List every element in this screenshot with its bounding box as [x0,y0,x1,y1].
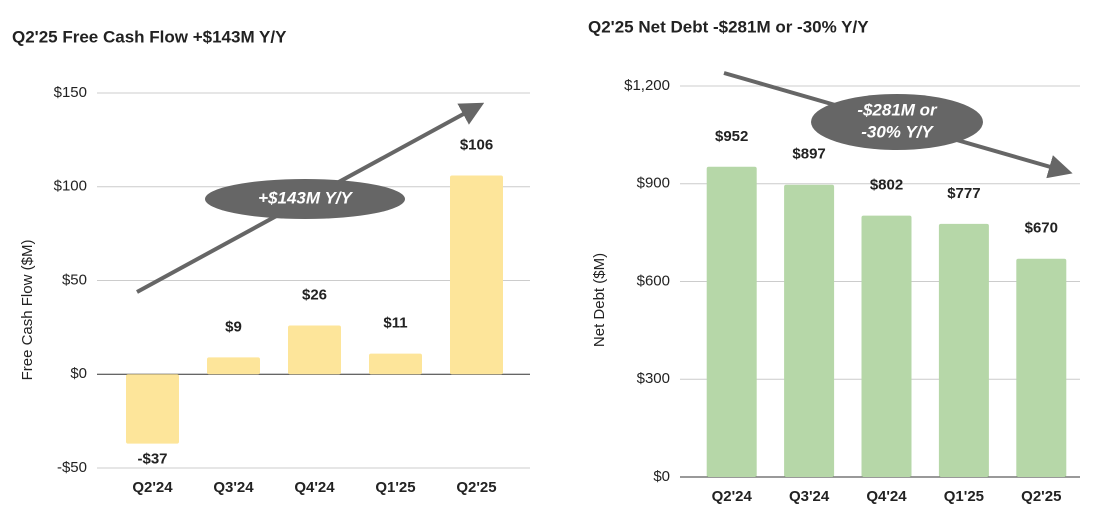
x-tick-label: Q4'24 [294,479,335,496]
annotation-bubble [811,94,983,150]
bar [369,353,422,375]
y-tick-label: $900 [637,175,670,192]
x-tick-label: Q3'24 [789,488,830,505]
y-axis-label: Free Cash Flow ($M) [19,240,36,381]
bar [784,184,835,478]
x-tick-label: Q2'25 [456,479,496,496]
chart-title: Q2'25 Net Debt -$281M or -30% Y/Y [588,17,869,36]
value-label: $9 [225,318,242,335]
bar [706,166,757,477]
bar [126,374,179,444]
y-tick-label: $150 [54,84,87,101]
value-label: $897 [792,146,825,163]
chart-title: Q2'25 Free Cash Flow +$143M Y/Y [12,27,287,46]
bar [450,175,503,375]
bar [207,357,260,375]
x-tick-label: Q1'25 [944,488,984,505]
bar [938,223,989,477]
bar [861,215,912,477]
value-label: $670 [1025,220,1058,237]
x-tick-label: Q2'25 [1021,488,1061,505]
value-label: $11 [383,315,407,332]
x-tick-label: Q2'24 [132,479,173,496]
annotation: -$281M or [857,100,938,119]
value-label: $106 [460,136,493,153]
annotation: -30% Y/Y [861,122,934,141]
value-label: -$37 [137,451,167,468]
y-tick-label: $100 [54,178,87,195]
value-label: $26 [302,286,327,303]
x-tick-label: Q1'25 [375,479,415,496]
y-tick-label: $0 [70,365,87,382]
value-label: $802 [870,177,903,194]
y-axis-label: Net Debt ($M) [591,253,608,347]
x-tick-label: Q2'24 [712,488,753,505]
y-tick-label: $600 [637,272,670,289]
y-tick-label: $300 [637,370,670,387]
y-tick-label: $50 [62,271,87,288]
value-label: $952 [715,128,748,145]
y-tick-label: $0 [653,468,670,485]
annotation-bubble [205,179,405,219]
value-label: $777 [947,185,980,202]
annotation: +$143M Y/Y [258,188,353,207]
x-tick-label: Q3'24 [213,479,254,496]
y-tick-label: $1,200 [624,77,670,94]
bar [1016,258,1067,477]
y-tick-label: -$50 [57,459,87,476]
x-tick-label: Q4'24 [866,488,907,505]
bar [288,325,341,375]
